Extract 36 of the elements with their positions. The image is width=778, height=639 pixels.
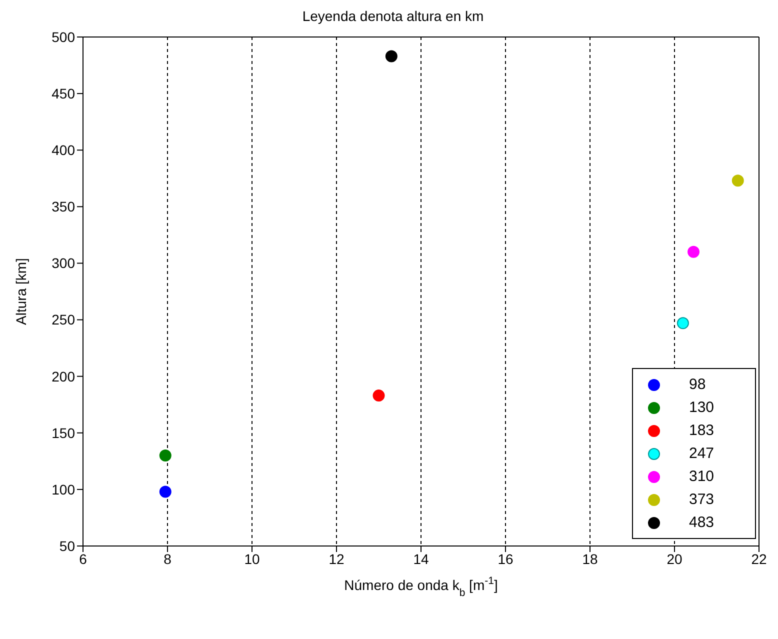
point [688,246,700,258]
y-tick-label: 500 [52,28,76,45]
legend-label: 130 [689,399,714,416]
x-axis-title: Número de onda k$_{b}$ [m$^{-1}$] [344,575,498,599]
x-tick-label: 20 [666,550,682,567]
x-tick-label: 18 [582,550,598,567]
point [159,486,172,498]
legend-label: 310 [689,468,714,485]
x-tick-label: 12 [328,550,344,567]
y-tick-label: 450 [52,86,76,102]
y-tick-label: 100 [52,481,76,498]
x-tick-label: 16 [498,550,514,567]
legend-label: 98 [689,376,706,393]
legend-label: 247 [689,445,714,462]
x-tick-label: 8 [164,550,172,567]
x-tick-label: 14 [413,550,429,567]
point [676,317,689,330]
y-tick-label: 200 [52,368,76,384]
y-tick-label: 350 [52,198,76,215]
x-tick-label: 6 [79,550,88,567]
y-tick-label: 150 [52,424,76,441]
legend-label: 483 [689,514,714,531]
y-tick-label: 250 [52,312,76,328]
y-axis-title: Altura [km] [13,258,29,325]
legend-label: 373 [689,491,714,508]
chart-title: Leyenda denota altura en km [301,8,485,26]
legend-label: 183 [689,422,714,439]
point [732,174,744,187]
y-tick-label: 50 [59,538,76,554]
point [385,50,398,62]
y-tick-label: 400 [52,142,76,158]
y-tick-label: 300 [52,255,76,272]
point [372,390,385,402]
x-tick-label: 22 [751,550,767,567]
x-tick-label: 10 [244,550,260,567]
point [159,450,172,462]
